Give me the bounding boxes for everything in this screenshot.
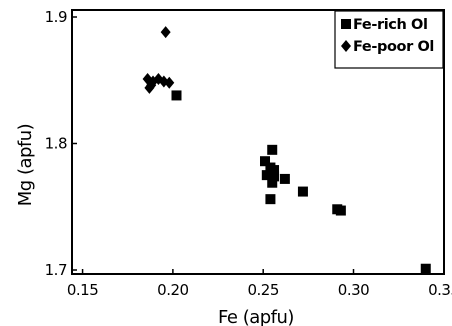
fe-rich-ol-point <box>420 263 431 274</box>
x-tick-label: 0.30 <box>338 281 369 299</box>
legend-square-marker <box>341 19 351 29</box>
data-marks-layer <box>142 26 431 274</box>
legend-entry-label: Fe-rich Ol <box>353 17 428 33</box>
fe-rich-ol-point <box>297 186 308 197</box>
fe-rich-ol-point <box>261 170 272 181</box>
x-tick-label: 0.35 <box>428 281 452 299</box>
fe-poor-ol-point <box>160 26 171 39</box>
plot-frame <box>71 9 445 275</box>
x-tick-label: 0.20 <box>157 281 188 299</box>
legend: Fe-rich Ol Fe-poor Ol <box>334 10 444 69</box>
x-axis-title: Fe (apfu) <box>218 307 294 326</box>
legend-diamond-marker <box>341 40 351 52</box>
fe-rich-ol-point <box>267 144 278 155</box>
fe-poor-ol-point <box>164 76 175 89</box>
y-tick-label: 1.9 <box>45 8 67 26</box>
y-axis-title: Mg (apfu) <box>15 124 36 206</box>
fe-rich-ol-point <box>269 171 280 182</box>
x-tick-label: 0.15 <box>67 281 98 299</box>
fe-poor-ol-point <box>144 81 155 94</box>
fe-rich-ol-point <box>267 177 278 188</box>
fe-rich-ol-point <box>279 173 290 184</box>
fe-rich-ol-point <box>260 156 271 167</box>
fe-rich-ol-point <box>265 194 276 205</box>
fe-rich-ol-point <box>335 205 346 216</box>
axes-layer: 0.15 0.20 0.25 0.30 0.35 1.7 1.8 1.9 <box>45 8 452 299</box>
legend-box <box>334 10 444 69</box>
fe-rich-ol-point <box>171 90 182 101</box>
legend-entry-label: Fe-poor Ol <box>353 39 434 55</box>
x-tick-label: 0.25 <box>247 281 278 299</box>
fe-rich-ol-point <box>269 165 280 176</box>
y-tick-label: 1.7 <box>45 261 67 279</box>
y-tick-label: 1.8 <box>45 135 67 153</box>
